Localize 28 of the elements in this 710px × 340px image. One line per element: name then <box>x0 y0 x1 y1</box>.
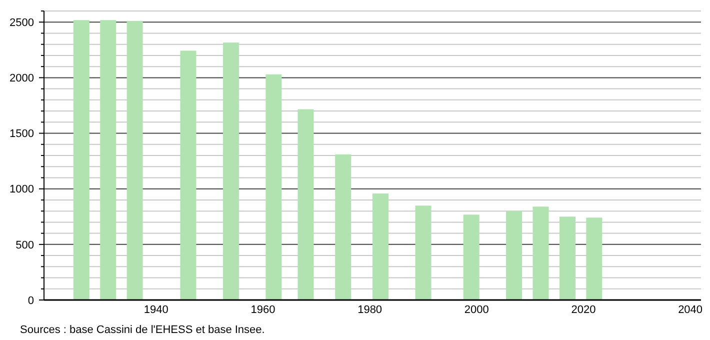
bar <box>180 50 196 300</box>
y-tick-label: 2500 <box>10 16 34 29</box>
x-tick-label: 2000 <box>464 304 489 316</box>
y-tick-label: 2000 <box>10 72 34 85</box>
y-tick-label: 1000 <box>10 184 34 196</box>
x-tick-label: 1960 <box>250 304 276 316</box>
y-tick-label: 0 <box>28 294 34 307</box>
bar <box>415 206 432 300</box>
bar <box>126 21 143 300</box>
bar <box>372 194 389 300</box>
bar <box>559 216 576 300</box>
bar <box>335 154 352 300</box>
x-tick-label: 1940 <box>144 304 168 316</box>
bar <box>586 218 602 300</box>
bar <box>506 210 522 300</box>
x-tick-label: 2020 <box>571 304 596 316</box>
bar <box>100 20 116 300</box>
bar <box>298 109 314 300</box>
bar <box>463 214 480 300</box>
y-tick-label: 500 <box>16 239 34 252</box>
x-tick-label: 1980 <box>358 304 382 316</box>
bar <box>532 206 549 300</box>
x-tick-label: 2040 <box>678 304 703 316</box>
bar <box>222 42 239 300</box>
y-tick-label: 1500 <box>10 128 34 140</box>
bar <box>266 74 282 300</box>
source-note: Sources : base Cassini de l'EHESS et base Insee. <box>20 324 265 336</box>
bar <box>73 20 90 300</box>
